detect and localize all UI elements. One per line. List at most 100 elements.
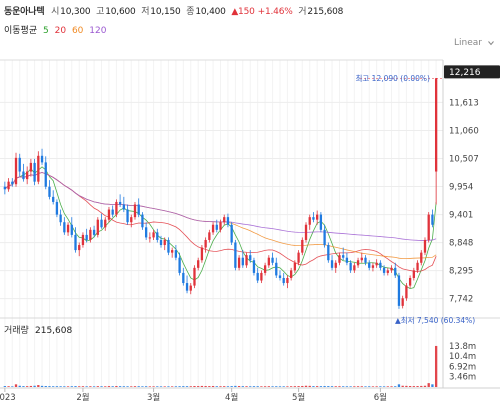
candle-body bbox=[323, 229, 326, 246]
candle-body bbox=[349, 262, 352, 271]
volume-bar bbox=[308, 385, 311, 387]
volume-bar bbox=[278, 386, 282, 387]
candle-body bbox=[356, 260, 360, 266]
volume-bar bbox=[171, 386, 174, 387]
candle-body bbox=[85, 234, 88, 240]
volume-bar bbox=[111, 386, 114, 387]
candle-body bbox=[167, 239, 170, 253]
volume-bar bbox=[141, 386, 144, 387]
candle-body bbox=[156, 232, 159, 240]
stock-name: 동운아나텍 bbox=[4, 7, 45, 17]
volume-bar bbox=[63, 386, 66, 387]
candle-body bbox=[48, 186, 51, 197]
volume-bar bbox=[338, 386, 341, 387]
volume-bar bbox=[178, 386, 181, 387]
price-tick-label: 11,613 bbox=[449, 98, 479, 108]
volume-bar bbox=[360, 386, 363, 387]
candle-body bbox=[312, 217, 315, 220]
high-value: 10,600 bbox=[105, 7, 136, 17]
volume-bar bbox=[368, 386, 371, 387]
candle-body bbox=[141, 214, 144, 228]
price-header: 동운아나텍 시10,300 고10,600 저10,150 종10,400 ▲1… bbox=[4, 5, 346, 19]
candle-body bbox=[282, 277, 285, 284]
time-tick-label: 4월 bbox=[225, 392, 238, 403]
candle-body bbox=[319, 214, 323, 230]
candle-body bbox=[137, 204, 140, 215]
candle-body bbox=[408, 277, 412, 286]
candle-body bbox=[148, 237, 152, 239]
volume-bar bbox=[92, 386, 96, 387]
volume-bar bbox=[78, 386, 81, 387]
candle-body bbox=[371, 265, 375, 268]
volume-bar bbox=[334, 386, 337, 387]
candle-body bbox=[368, 262, 371, 268]
volume-bar bbox=[379, 386, 382, 387]
volume-bar bbox=[223, 386, 226, 387]
volume-bar bbox=[301, 385, 304, 387]
candle-body bbox=[379, 262, 382, 268]
volume-bar bbox=[3, 386, 7, 387]
candle-body bbox=[386, 270, 389, 273]
volume-bar bbox=[230, 386, 233, 387]
scale-mode-toggle[interactable]: Linear bbox=[454, 38, 482, 48]
price-tick-label: 7,742 bbox=[449, 295, 473, 305]
volume-bar bbox=[185, 386, 189, 387]
candle-body bbox=[26, 171, 29, 180]
ma-legend-label: 이동평균 bbox=[4, 26, 38, 36]
candle-body bbox=[353, 265, 356, 271]
candle-body bbox=[397, 275, 401, 306]
candle-body bbox=[92, 229, 96, 235]
volume-bar bbox=[405, 385, 408, 387]
candle-body bbox=[271, 257, 274, 263]
volume-bar bbox=[304, 385, 308, 387]
volume-bar bbox=[293, 386, 297, 387]
high-label: 고 bbox=[96, 7, 105, 17]
candle-body bbox=[100, 219, 103, 228]
volume-bar bbox=[163, 386, 166, 387]
candle-body bbox=[115, 201, 118, 215]
volume-bar bbox=[22, 386, 25, 387]
candle-body bbox=[78, 245, 81, 251]
ma-120-label: 120 bbox=[89, 26, 107, 36]
candle-body bbox=[74, 234, 77, 251]
volume-bar bbox=[126, 386, 129, 387]
volume-bar bbox=[364, 386, 367, 387]
volume-bar bbox=[159, 386, 163, 387]
price-tick-label: 9,954 bbox=[449, 183, 473, 193]
price-axis: 11,613 11,060 10,507 9,954 9,401 8,848 8,295 7,… bbox=[449, 98, 479, 304]
volume-bar bbox=[148, 386, 152, 387]
volume-tick-label: 3.46m bbox=[449, 373, 476, 383]
ma-5-label: 5 bbox=[43, 26, 49, 36]
candle-body bbox=[245, 255, 248, 266]
volume-bar bbox=[200, 385, 204, 387]
candle-body bbox=[330, 260, 334, 268]
candle-body bbox=[286, 277, 289, 284]
volume-bar bbox=[40, 385, 44, 387]
volume-bar bbox=[271, 386, 274, 387]
candle-body bbox=[241, 257, 244, 266]
candle-body bbox=[204, 239, 207, 248]
volume-bar bbox=[316, 386, 319, 387]
candle-body bbox=[111, 209, 114, 215]
volume-bar bbox=[107, 386, 111, 387]
candle-body bbox=[40, 155, 44, 163]
volume-bar bbox=[33, 385, 36, 387]
moving-average-legend[interactable]: 이동평균 5 20 60 120 bbox=[4, 24, 109, 38]
volume-bar bbox=[89, 386, 92, 387]
low-value: 10,150 bbox=[150, 7, 181, 17]
volume-bar bbox=[256, 386, 259, 387]
candle-body bbox=[193, 267, 196, 286]
volume-bar bbox=[349, 386, 352, 387]
candle-body bbox=[63, 222, 66, 233]
candle-body bbox=[334, 262, 337, 268]
close-value: 10,400 bbox=[195, 7, 226, 17]
chevron-down-icon[interactable] bbox=[488, 40, 494, 46]
candle-body bbox=[434, 78, 438, 172]
volume-bar bbox=[208, 386, 211, 387]
volume-bar bbox=[133, 386, 137, 387]
candle-body bbox=[208, 232, 211, 240]
candle-body bbox=[178, 257, 181, 273]
candle-body bbox=[14, 157, 18, 185]
